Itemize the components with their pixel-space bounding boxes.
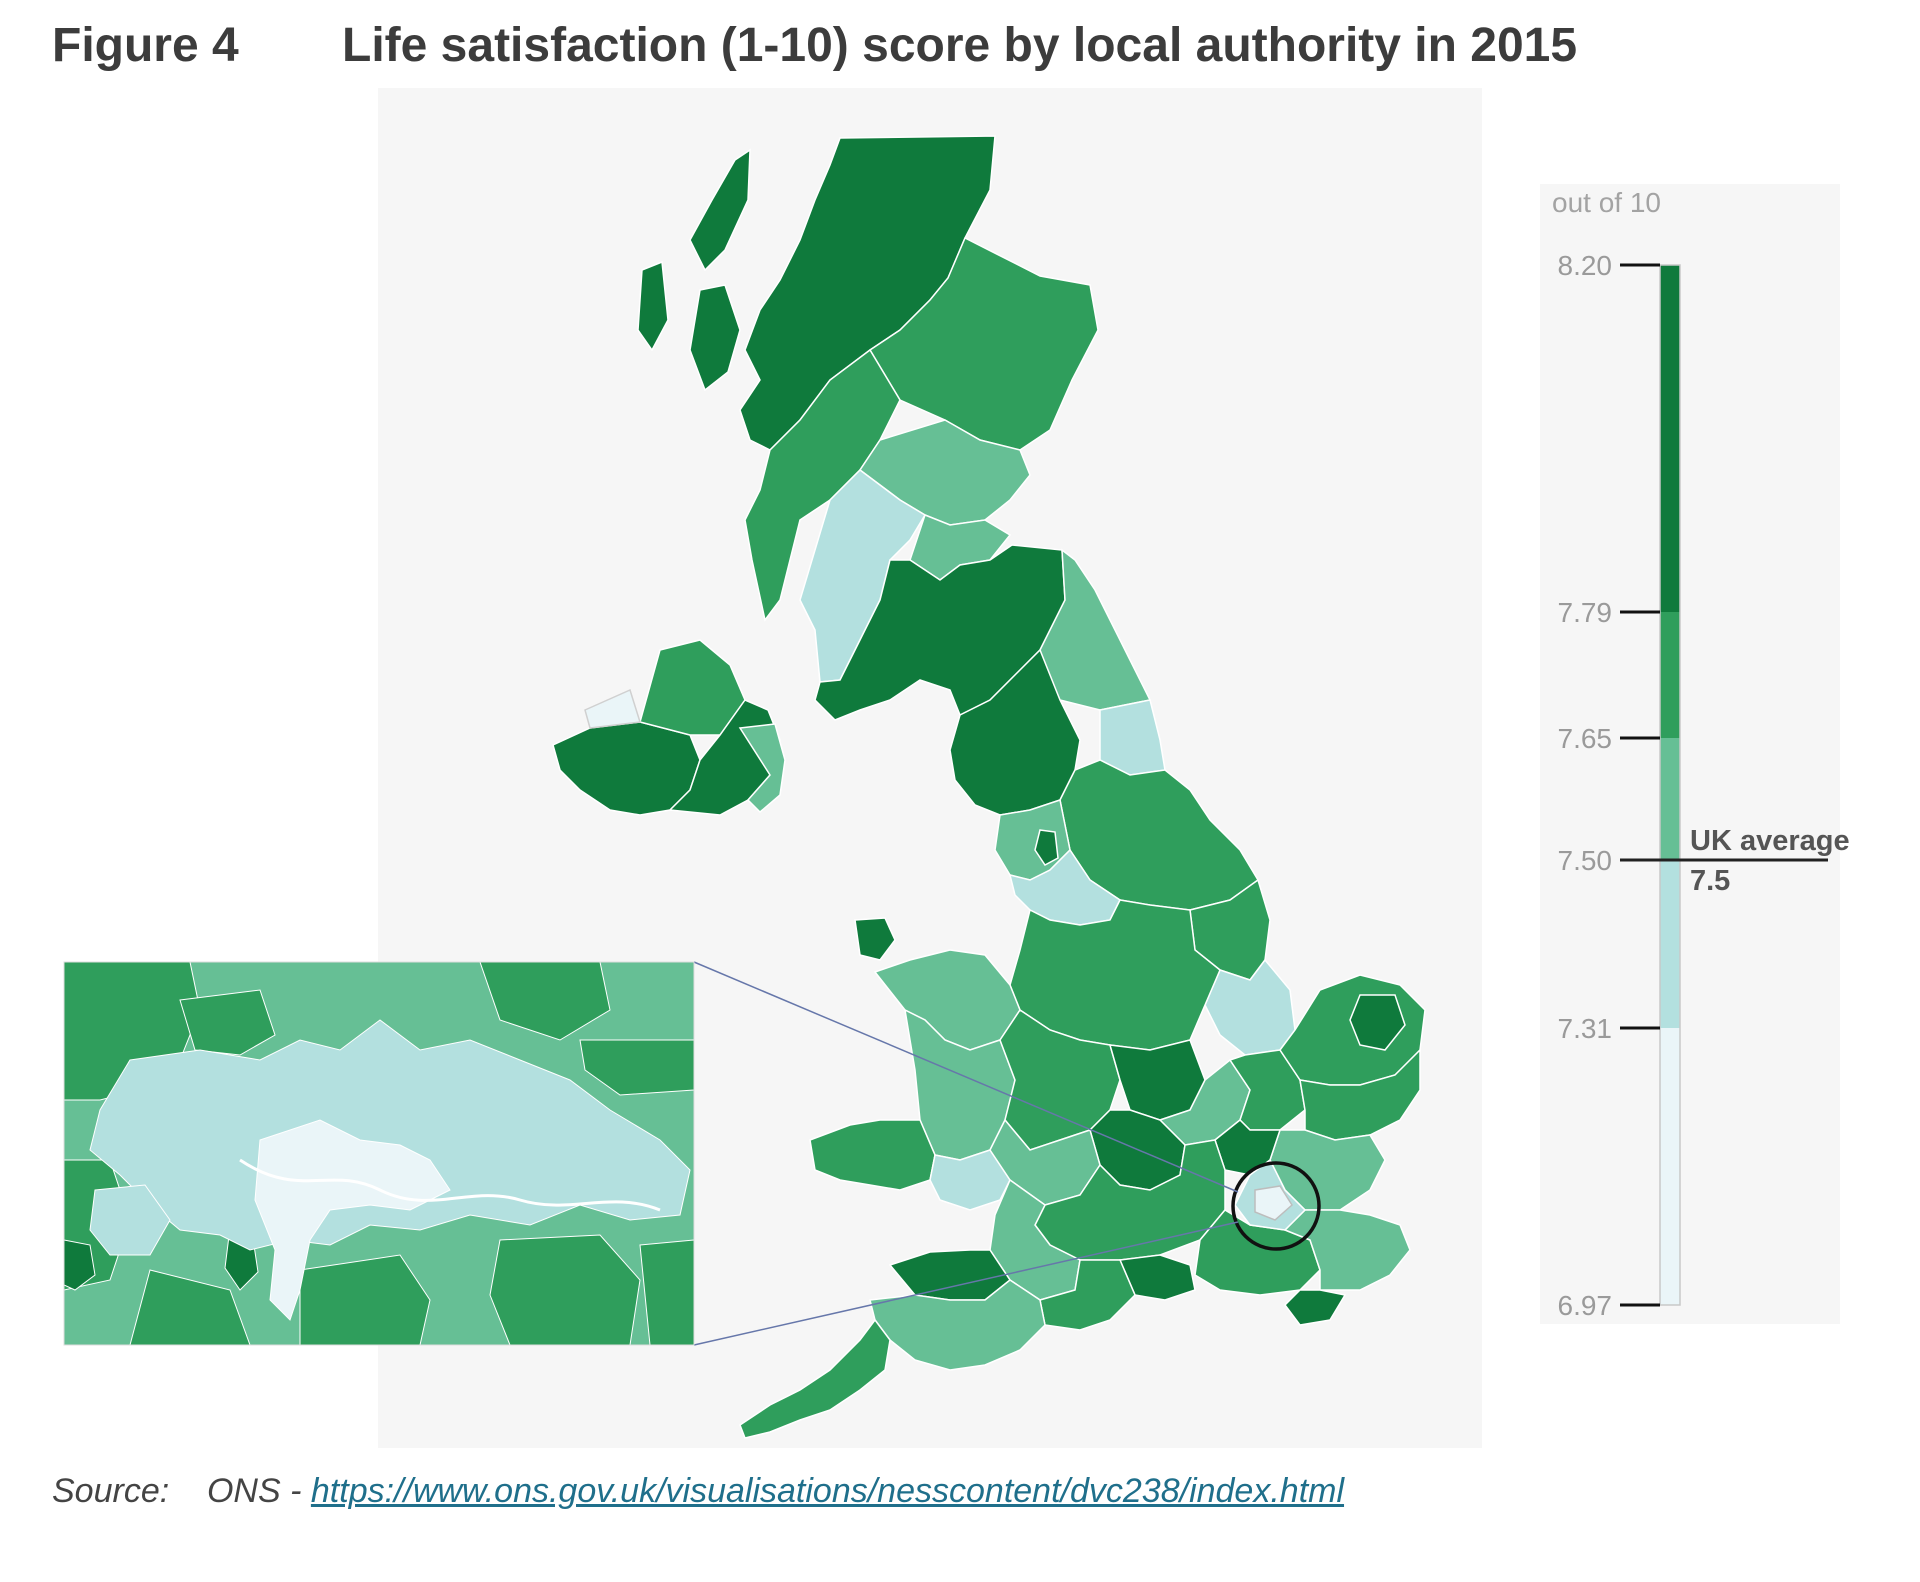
- legend-bands: [1660, 265, 1680, 1305]
- region-scotland-northwest-coast: [689, 148, 751, 272]
- legend-ticks: 8.20 7.79 7.65 7.50 7.31 6.97: [1558, 250, 1660, 1321]
- inset-district: [254, 1119, 451, 1321]
- inset-district: [89, 1184, 171, 1256]
- region-england-kent: [1283, 1209, 1411, 1291]
- source-link[interactable]: https://www.ons.gov.uk/visualisations/ne…: [310, 1472, 1345, 1510]
- region-england-east-sussex: [1284, 1289, 1347, 1326]
- inset-district: [489, 1234, 641, 1345]
- inset-connector-bottom: [693, 1221, 1239, 1346]
- region-northern-ireland-southeast: [738, 723, 786, 814]
- figure-label: Figure 4: [52, 19, 239, 72]
- legend-band: [1660, 1028, 1680, 1305]
- region-england-central-london: [1254, 1185, 1293, 1221]
- region-england-cambridgeshire: [1228, 1049, 1306, 1131]
- legend-tick-label: 7.31: [1558, 1013, 1613, 1044]
- legend-band: [1660, 612, 1680, 738]
- region-england-devon: [869, 1279, 1046, 1371]
- london-inset-frame: [63, 961, 695, 1346]
- legend-band: [1660, 265, 1680, 612]
- inset-district: [89, 1019, 691, 1251]
- source-note: Source: ONS - https://www.ons.gov.uk/vis…: [52, 1472, 1344, 1511]
- london-zoom-circle: [1231, 1161, 1321, 1251]
- region-england-isle-of-man: [1034, 829, 1059, 866]
- inset-district: [639, 1239, 694, 1345]
- legend-unit-label: out of 10: [1552, 187, 1661, 218]
- legend-band: [1660, 860, 1680, 1028]
- uk-average-value: 7.5: [1690, 865, 1730, 897]
- region-england-cornwall: [739, 1318, 891, 1439]
- region-england-dorset: [1039, 1259, 1136, 1331]
- region-northern-ireland-north: [639, 639, 746, 736]
- london-inset-map: [64, 962, 694, 1345]
- legend-bar-outline: [1659, 264, 1681, 1306]
- legend-band: [1660, 738, 1680, 860]
- inset-district: [479, 962, 611, 1041]
- uk-average-label: UK average: [1690, 825, 1850, 857]
- legend-tick-label: 6.97: [1558, 1290, 1613, 1321]
- source-label: Source:: [52, 1472, 170, 1510]
- legend-tick-label: 7.79: [1558, 597, 1613, 628]
- region-england-hertfordshire: [1214, 1118, 1282, 1176]
- legend-panel: [1540, 184, 1840, 1324]
- inset-district: [64, 1239, 96, 1291]
- region-england-suffolk: [1299, 1048, 1421, 1141]
- inset-district: [579, 1039, 694, 1096]
- inset-thames: [239, 1158, 661, 1212]
- inset-district: [179, 989, 276, 1056]
- region-wales-anglesey: [854, 917, 896, 961]
- region-scotland-west-islands: [637, 260, 669, 352]
- region-wales-south: [929, 1149, 1011, 1211]
- source-org: ONS -: [206, 1472, 302, 1510]
- inset-district: [299, 1254, 431, 1345]
- inset-district: [129, 1269, 251, 1345]
- inset-connector-top: [693, 961, 1239, 1193]
- figure-title: Life satisfaction (1-10) score by local …: [342, 19, 1578, 72]
- legend-tick-label: 7.50: [1558, 845, 1613, 876]
- legend-tick-label: 7.65: [1558, 723, 1613, 754]
- region-england-norfolk-broads: [1349, 994, 1406, 1051]
- region-northern-ireland-fermanagh: [584, 688, 641, 729]
- region-scotland-skye: [689, 284, 741, 392]
- legend-tick-label: 8.20: [1558, 250, 1613, 281]
